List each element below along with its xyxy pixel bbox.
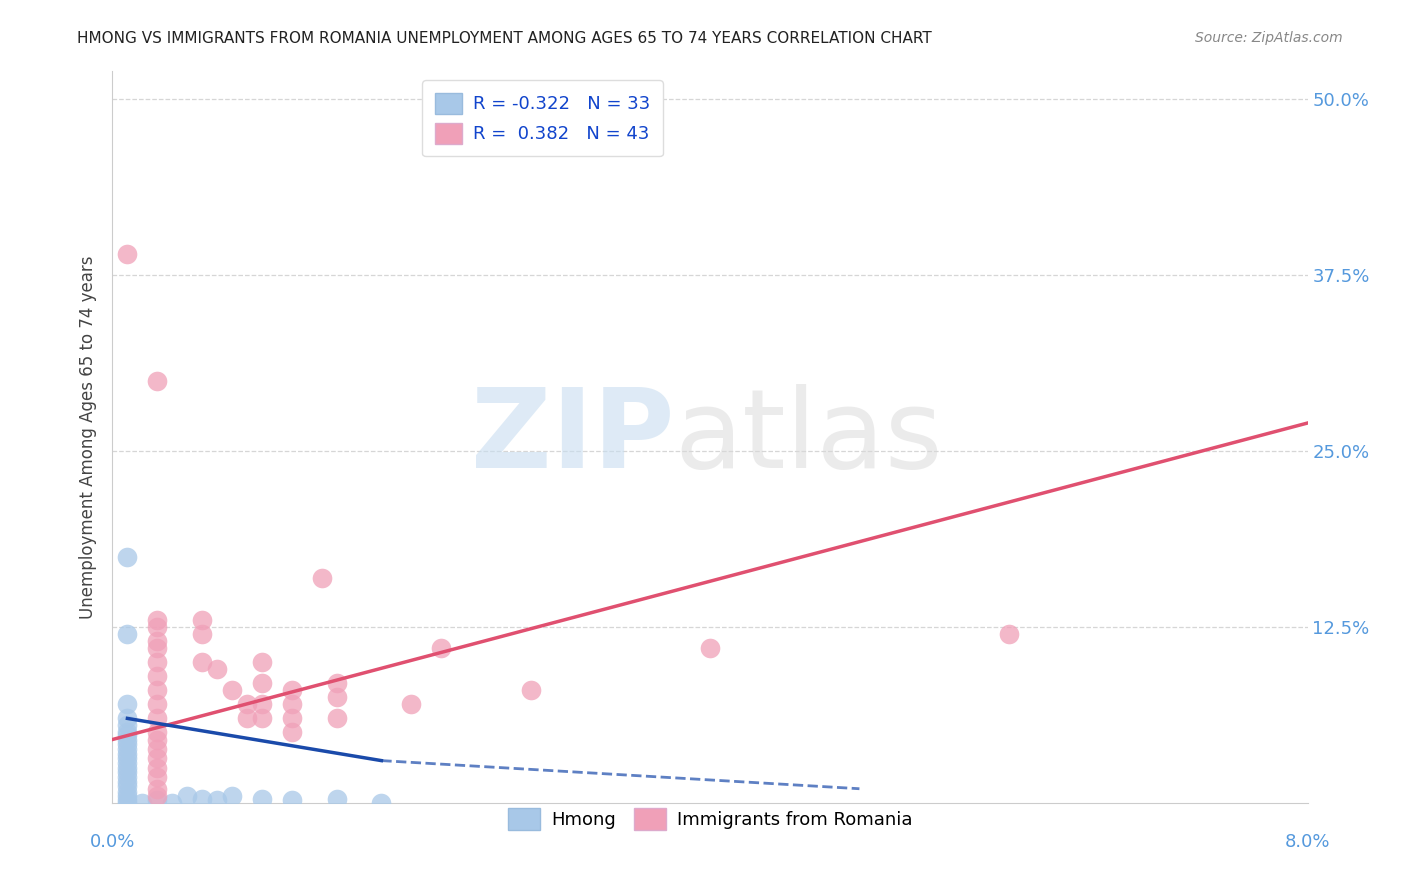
Point bbox=[117, 742, 139, 756]
Point bbox=[117, 774, 139, 789]
Point bbox=[311, 571, 333, 585]
Point bbox=[117, 725, 139, 739]
Point bbox=[191, 613, 214, 627]
Point bbox=[430, 641, 453, 656]
Point bbox=[401, 698, 423, 712]
Point bbox=[325, 676, 347, 690]
Point bbox=[146, 771, 169, 785]
Point bbox=[176, 789, 198, 803]
Point bbox=[146, 751, 169, 765]
Point bbox=[250, 711, 273, 725]
Point bbox=[236, 698, 259, 712]
Point bbox=[117, 761, 139, 775]
Point bbox=[191, 655, 214, 669]
Point bbox=[117, 732, 139, 747]
Point bbox=[146, 669, 169, 683]
Text: Source: ZipAtlas.com: Source: ZipAtlas.com bbox=[1195, 31, 1343, 45]
Point bbox=[146, 698, 169, 712]
Point bbox=[250, 791, 273, 805]
Point bbox=[146, 711, 169, 725]
Point bbox=[205, 793, 228, 807]
Point bbox=[117, 737, 139, 751]
Y-axis label: Unemployment Among Ages 65 to 74 years: Unemployment Among Ages 65 to 74 years bbox=[79, 255, 97, 619]
Point bbox=[250, 655, 273, 669]
Point bbox=[236, 711, 259, 725]
Point bbox=[221, 683, 243, 698]
Legend: Hmong, Immigrants from Romania: Hmong, Immigrants from Romania bbox=[501, 801, 920, 838]
Point bbox=[146, 613, 169, 627]
Text: HMONG VS IMMIGRANTS FROM ROMANIA UNEMPLOYMENT AMONG AGES 65 TO 74 YEARS CORRELAT: HMONG VS IMMIGRANTS FROM ROMANIA UNEMPLO… bbox=[77, 31, 932, 46]
Point bbox=[117, 796, 139, 810]
Point bbox=[325, 791, 347, 805]
Point bbox=[117, 764, 139, 779]
Point bbox=[117, 627, 139, 641]
Point bbox=[117, 751, 139, 765]
Point bbox=[370, 796, 392, 810]
Point bbox=[146, 641, 169, 656]
Point bbox=[146, 742, 169, 756]
Point bbox=[325, 711, 347, 725]
Point bbox=[162, 796, 183, 810]
Point bbox=[281, 683, 304, 698]
Point bbox=[205, 662, 228, 676]
Point bbox=[146, 793, 169, 807]
Point bbox=[117, 711, 139, 725]
Point bbox=[117, 784, 139, 798]
Point bbox=[117, 793, 139, 807]
Point bbox=[117, 756, 139, 771]
Text: 8.0%: 8.0% bbox=[1285, 833, 1330, 851]
Point bbox=[998, 627, 1021, 641]
Point bbox=[250, 698, 273, 712]
Point bbox=[146, 374, 169, 388]
Point bbox=[281, 725, 304, 739]
Point bbox=[325, 690, 347, 705]
Point bbox=[117, 779, 139, 793]
Text: 0.0%: 0.0% bbox=[90, 833, 135, 851]
Point bbox=[146, 655, 169, 669]
Point bbox=[146, 732, 169, 747]
Point bbox=[146, 761, 169, 775]
Point bbox=[146, 620, 169, 634]
Point bbox=[131, 796, 153, 810]
Point bbox=[281, 711, 304, 725]
Point bbox=[117, 789, 139, 803]
Text: atlas: atlas bbox=[675, 384, 942, 491]
Point bbox=[117, 728, 139, 742]
Point bbox=[117, 549, 139, 564]
Point bbox=[117, 247, 139, 261]
Point bbox=[117, 698, 139, 712]
Point bbox=[191, 627, 214, 641]
Point bbox=[146, 683, 169, 698]
Point bbox=[221, 789, 243, 803]
Point bbox=[146, 789, 169, 803]
Point bbox=[699, 641, 721, 656]
Point bbox=[146, 781, 169, 796]
Point bbox=[117, 718, 139, 732]
Point bbox=[117, 771, 139, 785]
Point bbox=[191, 791, 214, 805]
Point bbox=[146, 725, 169, 739]
Point bbox=[520, 683, 543, 698]
Text: ZIP: ZIP bbox=[471, 384, 675, 491]
Point bbox=[281, 793, 304, 807]
Point bbox=[281, 698, 304, 712]
Point bbox=[146, 634, 169, 648]
Point bbox=[250, 676, 273, 690]
Point bbox=[117, 747, 139, 761]
